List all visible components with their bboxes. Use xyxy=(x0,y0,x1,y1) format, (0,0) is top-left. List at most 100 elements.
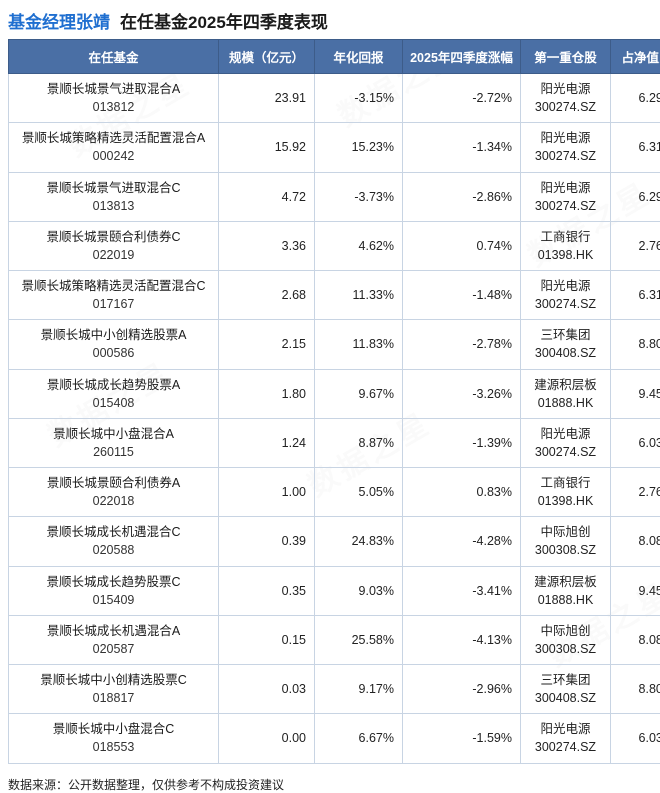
fund-name-text: 景顺长城成长机遇混合A xyxy=(17,622,210,640)
cell-scale: 4.72 xyxy=(219,172,315,221)
holding-name-text: 建源积层板 xyxy=(529,376,602,394)
fund-code-text: 022018 xyxy=(17,492,210,510)
fund-code-text: 020587 xyxy=(17,640,210,658)
cell-annual-return: -3.73% xyxy=(315,172,403,221)
holding-code-text: 300274.SZ xyxy=(529,197,602,215)
cell-q4-change: 0.83% xyxy=(403,468,521,517)
column-header-q4-change: 2025年四季度涨幅 xyxy=(403,40,521,74)
cell-nav-ratio: 6.29% xyxy=(611,74,660,123)
fund-name-text: 景顺长城策略精选灵活配置混合A xyxy=(17,129,210,147)
fund-name-text: 景顺长城策略精选灵活配置混合C xyxy=(17,277,210,295)
cell-q4-change: -1.59% xyxy=(403,714,521,763)
cell-q4-change: -4.13% xyxy=(403,615,521,664)
holding-name-text: 三环集团 xyxy=(529,671,602,689)
holding-name-text: 工商银行 xyxy=(529,474,602,492)
holding-name-text: 阳光电源 xyxy=(529,80,602,98)
cell-annual-return: 11.33% xyxy=(315,271,403,320)
fund-name-text: 景顺长城中小盘混合C xyxy=(17,720,210,738)
cell-nav-ratio: 2.76% xyxy=(611,221,660,270)
holding-name-text: 三环集团 xyxy=(529,326,602,344)
cell-nav-ratio: 6.29% xyxy=(611,172,660,221)
cell-scale: 3.36 xyxy=(219,221,315,270)
cell-scale: 15.92 xyxy=(219,123,315,172)
fund-name-text: 景顺长城成长趋势股票C xyxy=(17,573,210,591)
fund-name-text: 景顺长城中小创精选股票C xyxy=(17,671,210,689)
cell-annual-return: 9.03% xyxy=(315,566,403,615)
cell-annual-return: 8.87% xyxy=(315,418,403,467)
cell-annual-return: 24.83% xyxy=(315,517,403,566)
cell-scale: 1.24 xyxy=(219,418,315,467)
cell-annual-return: 6.67% xyxy=(315,714,403,763)
cell-annual-return: 4.62% xyxy=(315,221,403,270)
holding-code-text: 01888.HK xyxy=(529,591,602,609)
cell-q4-change: 0.74% xyxy=(403,221,521,270)
column-header-annual-return: 年化回报 xyxy=(315,40,403,74)
table-header-row: 在任基金 规模（亿元） 年化回报 2025年四季度涨幅 第一重仓股 占净值比 xyxy=(9,40,660,74)
fund-code-text: 013812 xyxy=(17,98,210,116)
cell-nav-ratio: 6.31% xyxy=(611,123,660,172)
fund-name-text: 景顺长城景颐合利债券C xyxy=(17,228,210,246)
fund-name-text: 景顺长城中小盘混合A xyxy=(17,425,210,443)
fund-code-text: 013813 xyxy=(17,197,210,215)
holding-code-text: 01888.HK xyxy=(529,394,602,412)
holding-name-text: 阳光电源 xyxy=(529,720,602,738)
cell-annual-return: 15.23% xyxy=(315,123,403,172)
fund-code-text: 260115 xyxy=(17,443,210,461)
holding-name-text: 阳光电源 xyxy=(529,425,602,443)
cell-q4-change: -4.28% xyxy=(403,517,521,566)
fund-name-text: 景顺长城成长机遇混合C xyxy=(17,523,210,541)
cell-q4-change: -2.86% xyxy=(403,172,521,221)
fund-code-text: 017167 xyxy=(17,295,210,313)
holding-code-text: 300408.SZ xyxy=(529,689,602,707)
holding-name-text: 中际旭创 xyxy=(529,523,602,541)
cell-scale: 1.00 xyxy=(219,468,315,517)
cell-q4-change: -1.48% xyxy=(403,271,521,320)
fund-name-text: 景顺长城中小创精选股票A xyxy=(17,326,210,344)
holding-code-text: 300274.SZ xyxy=(529,295,602,313)
cell-q4-change: -3.41% xyxy=(403,566,521,615)
report-title: 在任基金2025年四季度表现 xyxy=(120,8,328,33)
holding-name-text: 阳光电源 xyxy=(529,129,602,147)
fund-code-text: 015408 xyxy=(17,394,210,412)
cell-q4-change: -3.26% xyxy=(403,369,521,418)
holding-code-text: 01398.HK xyxy=(529,246,602,264)
holding-code-text: 300308.SZ xyxy=(529,541,602,559)
cell-nav-ratio: 9.45% xyxy=(611,369,660,418)
cell-q4-change: -2.78% xyxy=(403,320,521,369)
cell-nav-ratio: 9.45% xyxy=(611,566,660,615)
fund-name-text: 景顺长城景颐合利债券A xyxy=(17,474,210,492)
manager-name: 基金经理张靖 xyxy=(8,8,110,33)
fund-code-text: 000242 xyxy=(17,147,210,165)
cell-scale: 0.00 xyxy=(219,714,315,763)
cell-scale: 23.91 xyxy=(219,74,315,123)
cell-scale: 1.80 xyxy=(219,369,315,418)
column-header-fund: 在任基金 xyxy=(9,40,219,74)
column-header-scale: 规模（亿元） xyxy=(219,40,315,74)
